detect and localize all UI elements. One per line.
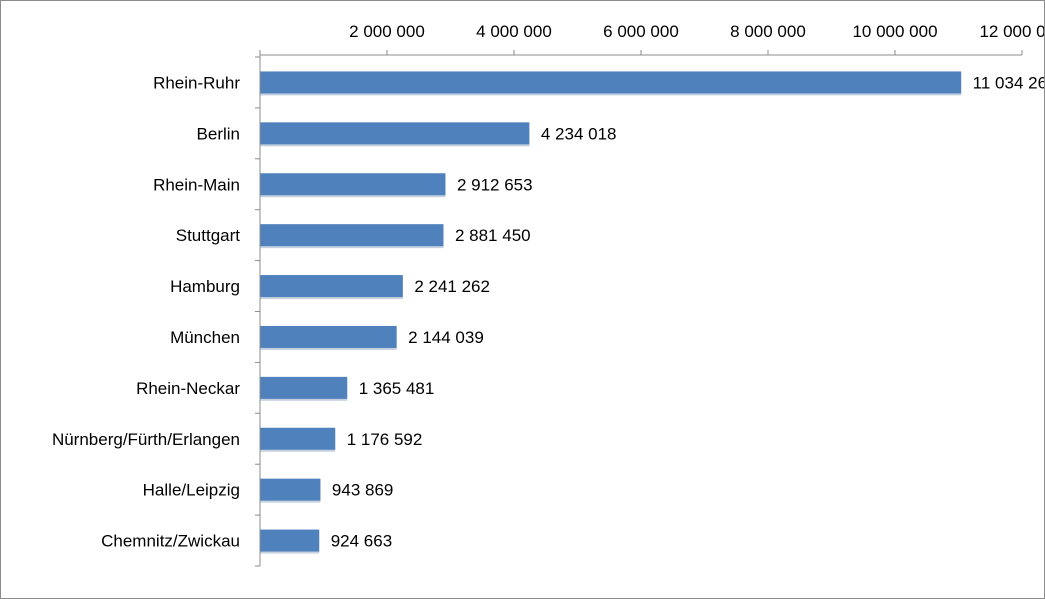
data-label: 2 241 262 [414,277,490,296]
category-label: Halle/Leipzig [143,481,240,500]
bar [260,529,320,552]
x-tick-label: 8 000 000 [730,22,806,41]
category-label: Nürnberg/Fürth/Erlangen [52,430,240,449]
x-tick-label: 4 000 000 [476,22,552,41]
bar [260,376,348,399]
bar [260,71,962,94]
category-label: München [170,328,240,347]
category-label: Rhein-Ruhr [153,73,240,92]
data-label: 4 234 018 [541,124,617,143]
data-label: 2 912 653 [457,175,533,194]
category-label: Stuttgart [176,226,241,245]
x-tick-label: 10 000 000 [852,22,937,41]
data-label: 943 869 [332,481,393,500]
bar [260,122,530,145]
category-labels: Rhein-Ruhr Berlin Rhein-Main Stuttgart Hambu… [52,73,240,550]
x-tick-label: 6 000 000 [603,22,679,41]
category-label: Hamburg [170,277,240,296]
x-axis: 2 000 000 4 000 000 6 000 000 8 000 000 10 0… [259,22,1044,56]
bar [260,325,397,348]
category-label: Rhein-Main [153,175,240,194]
category-label: Berlin [197,124,240,143]
data-label: 2 881 450 [455,226,531,245]
data-label: 924 663 [331,532,392,551]
bar [260,478,321,501]
bar [260,224,444,247]
data-label: 1 176 592 [347,430,423,449]
x-tick-label: 12 000 000 [979,22,1044,41]
data-label: 11 034 262 [973,73,1044,92]
y-axis [255,55,261,567]
data-label: 2 144 039 [408,328,484,347]
category-label: Rhein-Neckar [136,379,240,398]
bar [260,275,403,298]
x-tick-label: 2 000 000 [349,22,425,41]
category-label: Chemnitz/Zwickau [101,532,240,551]
data-label: 1 365 481 [359,379,435,398]
bars [260,71,962,554]
bar [260,173,446,196]
value-labels: 11 034 262 4 234 018 2 912 653 2 881 450 2 2… [331,73,1044,550]
bar [260,427,336,450]
